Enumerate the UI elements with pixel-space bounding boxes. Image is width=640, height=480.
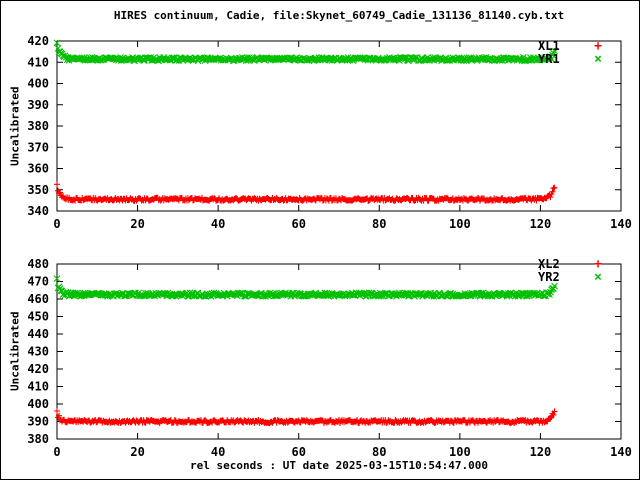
- svg-text:140: 140: [610, 445, 632, 459]
- svg-text:20: 20: [130, 445, 144, 459]
- svg-text:350: 350: [27, 183, 49, 197]
- svg-text:60: 60: [291, 445, 305, 459]
- svg-text:120: 120: [530, 217, 552, 231]
- legend-entry: XL1 +: [538, 39, 602, 54]
- svg-text:480: 480: [27, 257, 49, 271]
- svg-text:20: 20: [130, 217, 144, 231]
- legend-entry: YR1 ×: [538, 52, 602, 67]
- y-axis-label-top: Uncalibrated: [8, 86, 22, 166]
- legend-entry: XL2 +: [538, 257, 602, 272]
- svg-text:460: 460: [27, 292, 49, 306]
- svg-text:80: 80: [372, 445, 386, 459]
- svg-text:410: 410: [27, 380, 49, 394]
- legend-label: XL2: [538, 257, 560, 271]
- svg-text:0: 0: [53, 445, 60, 459]
- legend-entry: YR2 ×: [538, 270, 602, 285]
- legend-bottom: XL2 + YR2 ×: [538, 257, 602, 285]
- svg-text:420: 420: [27, 362, 49, 376]
- legend-top: XL1 + YR1 ×: [538, 39, 602, 67]
- svg-text:100: 100: [449, 217, 471, 231]
- svg-text:60: 60: [291, 217, 305, 231]
- svg-text:420: 420: [27, 34, 49, 48]
- cross-marker-icon: ×: [594, 52, 602, 67]
- svg-text:430: 430: [27, 345, 49, 359]
- svg-text:370: 370: [27, 140, 49, 154]
- svg-text:0: 0: [53, 217, 60, 231]
- svg-text:390: 390: [27, 98, 49, 112]
- svg-text:120: 120: [530, 445, 552, 459]
- svg-text:140: 140: [610, 217, 632, 231]
- svg-text:470: 470: [27, 275, 49, 289]
- chart-title: HIRES continuum, Cadie, file:Skynet_6074…: [113, 9, 565, 22]
- y-axis-label-bottom: Uncalibrated: [8, 311, 22, 392]
- cross-marker-icon: ×: [594, 270, 602, 285]
- legend-label: XL1: [538, 39, 560, 53]
- svg-text:100: 100: [449, 445, 471, 459]
- svg-text:40: 40: [211, 217, 225, 231]
- svg-text:340: 340: [27, 204, 49, 218]
- x-axis-label: rel seconds : UT date 2025-03-15T10:54:4…: [189, 459, 488, 472]
- svg-text:380: 380: [27, 119, 49, 133]
- legend-label: YR2: [538, 270, 560, 284]
- svg-text:400: 400: [27, 77, 49, 91]
- svg-text:450: 450: [27, 310, 49, 324]
- svg-text:390: 390: [27, 415, 49, 429]
- svg-text:80: 80: [372, 217, 386, 231]
- svg-text:40: 40: [211, 445, 225, 459]
- svg-text:440: 440: [27, 327, 49, 341]
- svg-text:400: 400: [27, 397, 49, 411]
- legend-label: YR1: [538, 52, 560, 66]
- svg-text:360: 360: [27, 162, 49, 176]
- plus-marker-icon: +: [594, 257, 602, 272]
- svg-text:380: 380: [27, 432, 49, 446]
- plus-marker-icon: +: [594, 39, 602, 54]
- svg-text:410: 410: [27, 55, 49, 69]
